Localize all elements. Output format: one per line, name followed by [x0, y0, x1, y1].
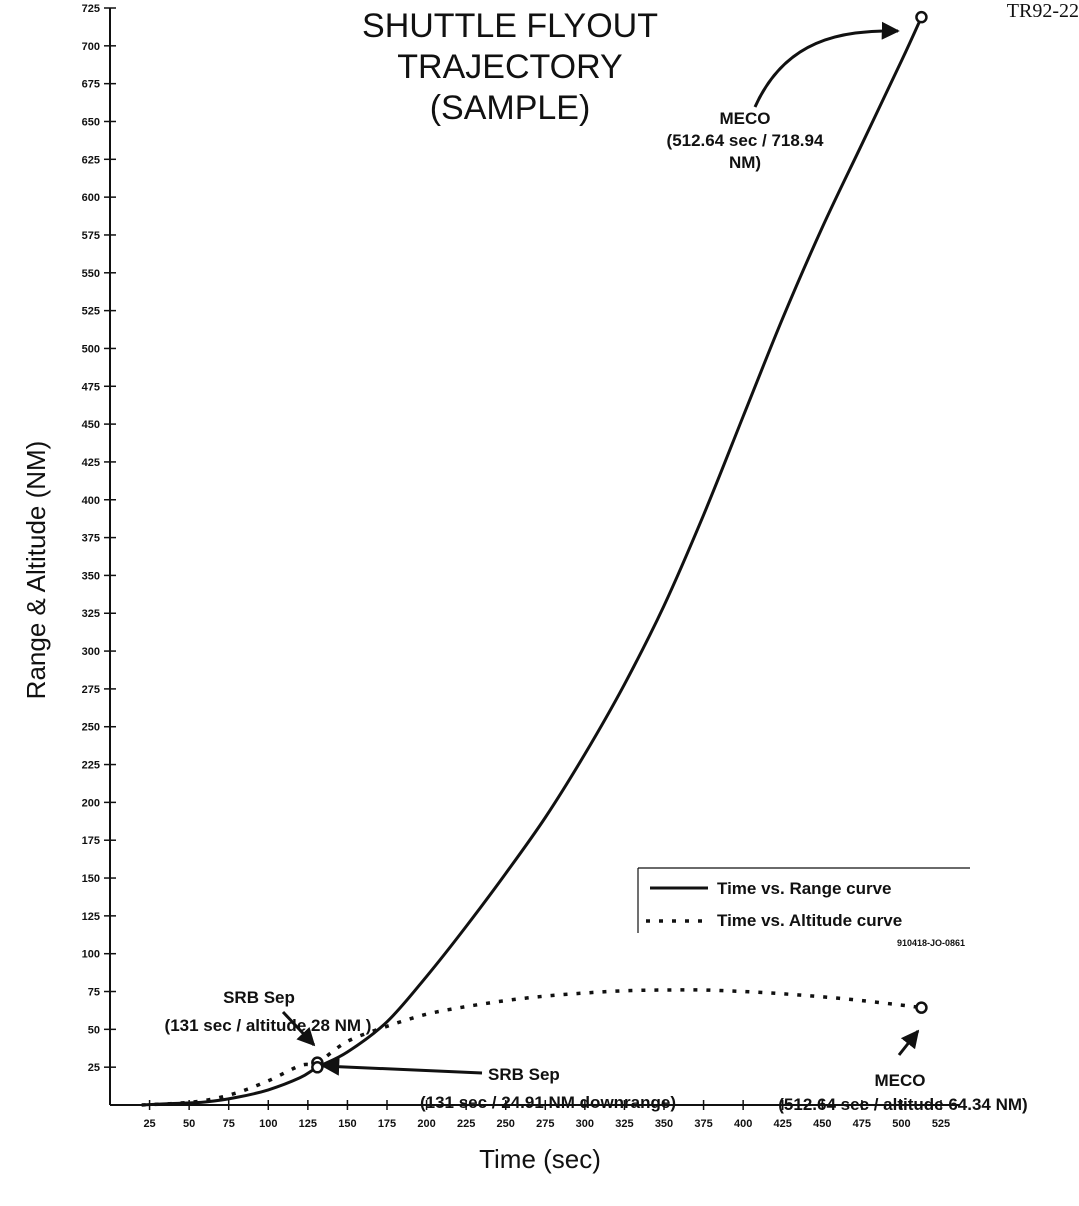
- meco-range-marker: [915, 10, 928, 24]
- srb-range-detail: (131 sec / 24.91 NM downrange): [420, 1093, 676, 1112]
- x-tick-label: 275: [536, 1118, 554, 1130]
- meco-range-detail-2: NM): [729, 153, 761, 172]
- chart-title-line-2: TRAJECTORY: [397, 48, 622, 86]
- chart-title-line-1: SHUTTLE FLYOUT: [362, 7, 658, 45]
- y-tick-label: 475: [82, 381, 100, 393]
- legend-range-label: Time vs. Range curve: [717, 879, 892, 898]
- y-axis-ticks: 25 50 75 100 125 150 175 200 225 250 275 300 325 350 3…: [82, 3, 116, 1074]
- srb-range-marker: [311, 1061, 324, 1074]
- y-tick-label: 125: [82, 911, 100, 923]
- y-tick-label: 350: [82, 570, 100, 582]
- y-tick-label: 300: [82, 646, 100, 658]
- y-tick-label: 625: [82, 154, 100, 166]
- meco-altitude-detail: (512.64 sec / altitude 64.34 NM): [778, 1095, 1027, 1114]
- x-tick-label: 400: [734, 1118, 752, 1130]
- y-tick-label: 725: [82, 3, 100, 15]
- srb-range-arrow: [321, 1057, 483, 1076]
- meco-range-arrow: [753, 21, 900, 108]
- document-id: TR92-22: [1006, 0, 1079, 22]
- x-tick-label: 250: [497, 1118, 515, 1130]
- x-tick-label: 475: [853, 1118, 871, 1130]
- x-tick-label: 75: [223, 1118, 235, 1130]
- x-tick-label: 50: [183, 1118, 195, 1130]
- x-tick-label: 500: [892, 1118, 910, 1130]
- y-tick-label: 375: [82, 533, 100, 545]
- x-tick-label: 350: [655, 1118, 673, 1130]
- y-tick-label: 450: [82, 419, 100, 431]
- y-tick-label: 275: [82, 684, 100, 696]
- x-axis-ticks: 25 50 75 100 125 150 175 200 225 250 275 300 325 350 3…: [143, 1100, 950, 1130]
- meco-altitude-marker: [915, 1001, 928, 1014]
- x-tick-label: 425: [774, 1118, 792, 1130]
- y-tick-label: 325: [82, 608, 100, 620]
- meco-range-label: MECO: [720, 109, 771, 128]
- range-series-line: [141, 16, 923, 1107]
- y-tick-label: 425: [82, 457, 100, 469]
- legend-figure-code: 910418-JO-0861: [897, 938, 965, 948]
- y-tick-label: 650: [82, 116, 100, 128]
- x-tick-label: 525: [932, 1118, 950, 1130]
- chart-title-line-3: (SAMPLE): [430, 89, 591, 127]
- x-tick-label: 375: [694, 1118, 712, 1130]
- y-tick-label: 225: [82, 760, 100, 772]
- legend-frame: [637, 867, 970, 933]
- y-tick-label: 700: [82, 41, 100, 53]
- x-tick-label: 200: [417, 1118, 435, 1130]
- altitude-series-line: [141, 988, 922, 1107]
- x-tick-label: 25: [143, 1118, 155, 1130]
- y-tick-label: 500: [82, 343, 100, 355]
- x-tick-label: 300: [576, 1118, 594, 1130]
- y-tick-label: 100: [82, 949, 100, 961]
- y-tick-label: 50: [88, 1024, 100, 1036]
- y-tick-label: 150: [82, 873, 100, 885]
- y-tick-label: 525: [82, 306, 100, 318]
- axes: [109, 8, 960, 1106]
- x-tick-label: 450: [813, 1118, 831, 1130]
- x-tick-label: 150: [338, 1118, 356, 1130]
- y-tick-label: 550: [82, 268, 100, 280]
- meco-range-detail-1: (512.64 sec / 718.94: [667, 131, 824, 150]
- x-tick-label: 175: [378, 1118, 396, 1130]
- x-tick-label: 100: [259, 1118, 277, 1130]
- y-tick-label: 25: [88, 1062, 100, 1074]
- y-tick-label: 75: [88, 987, 100, 999]
- y-tick-label: 400: [82, 495, 100, 507]
- x-tick-label: 125: [299, 1118, 317, 1130]
- y-axis-label: Range & Altitude (NM): [21, 441, 51, 700]
- y-tick-label: 250: [82, 722, 100, 734]
- srb-altitude-arrow: [281, 1010, 316, 1047]
- x-tick-label: 225: [457, 1118, 475, 1130]
- meco-altitude-label: MECO: [875, 1071, 926, 1090]
- y-tick-label: 575: [82, 230, 100, 242]
- x-axis-label: Time (sec): [479, 1144, 601, 1174]
- srb-range-label: SRB Sep: [488, 1065, 560, 1084]
- y-tick-label: 675: [82, 79, 100, 91]
- legend: Time vs. Range curve Time vs. Altitude c…: [637, 867, 970, 948]
- srb-altitude-detail: (131 sec / altitude 28 NM ): [165, 1016, 372, 1035]
- srb-altitude-label: SRB Sep: [223, 988, 295, 1007]
- y-tick-label: 200: [82, 797, 100, 809]
- x-tick-label: 325: [615, 1118, 633, 1130]
- y-tick-label: 600: [82, 192, 100, 204]
- y-tick-label: 175: [82, 835, 100, 847]
- legend-altitude-label: Time vs. Altitude curve: [717, 911, 902, 930]
- meco-altitude-arrow: [897, 1029, 920, 1056]
